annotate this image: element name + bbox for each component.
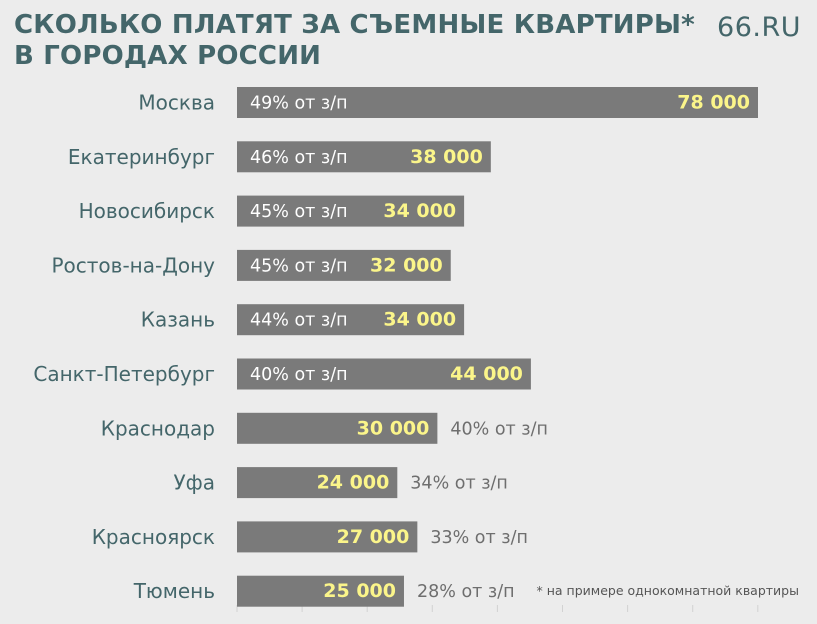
data-label-value: 24 000 xyxy=(317,472,390,494)
data-label-salary-share: 49% от з/п xyxy=(250,94,348,114)
bar xyxy=(237,575,404,607)
data-label-salary-share: 45% от з/п xyxy=(250,256,348,276)
data-label-value: 34 000 xyxy=(383,200,456,222)
data-label-salary-share: 40% от з/п xyxy=(450,419,548,439)
data-label-value: 34 000 xyxy=(383,309,456,331)
data-label-value: 27 000 xyxy=(337,526,410,548)
chart-title: СКОЛЬКО ПЛАТЯТ ЗА СЪЕМНЫЕ КВАРТИРЫ* В ГО… xyxy=(14,10,695,72)
data-label-value: 78 000 xyxy=(677,92,750,114)
data-label-salary-share: 44% от з/п xyxy=(250,311,348,331)
category-label: Санкт-Петербург xyxy=(33,362,215,386)
bar xyxy=(237,358,531,390)
bar xyxy=(237,412,438,444)
category-label: Москва xyxy=(138,91,215,115)
bar xyxy=(237,521,418,553)
data-label-value: 25 000 xyxy=(323,580,396,602)
data-label-value: 44 000 xyxy=(450,363,523,385)
data-label-salary-share: 46% от з/п xyxy=(250,148,348,168)
data-label-salary-share: 40% от з/п xyxy=(250,365,348,385)
data-label-salary-share: 34% от з/п xyxy=(410,474,508,494)
bar xyxy=(237,87,758,118)
chart-title-line-2: В ГОРОДАХ РОССИИ xyxy=(14,41,322,71)
category-label: Казань xyxy=(141,308,215,332)
data-label-value: 30 000 xyxy=(357,417,430,439)
data-label-salary-share: 33% от з/п xyxy=(430,528,528,548)
category-label: Екатеринбург xyxy=(68,145,215,169)
brand-logo: 66.RU xyxy=(717,12,801,43)
category-label: Новосибирск xyxy=(79,199,215,223)
category-label: Тюмень xyxy=(133,579,215,603)
category-label: Краснодар xyxy=(101,416,215,440)
bar xyxy=(237,195,465,227)
category-label: Ростов-на-Дону xyxy=(51,253,215,277)
category-label: Уфа xyxy=(173,471,215,495)
category-label: Красноярск xyxy=(92,525,215,549)
bar xyxy=(237,249,451,281)
data-label-salary-share: 28% от з/п xyxy=(417,582,515,602)
data-label-value: 32 000 xyxy=(370,254,443,276)
chart-title-line-1: СКОЛЬКО ПЛАТЯТ ЗА СЪЕМНЫЕ КВАРТИРЫ* xyxy=(14,10,695,40)
bar xyxy=(237,304,465,336)
bar xyxy=(237,141,491,173)
footnote: * на примере однокомнатной квартиры xyxy=(536,583,799,598)
data-label-salary-share: 45% от з/п xyxy=(250,202,348,222)
bar xyxy=(237,467,398,499)
data-label-value: 38 000 xyxy=(410,146,483,168)
